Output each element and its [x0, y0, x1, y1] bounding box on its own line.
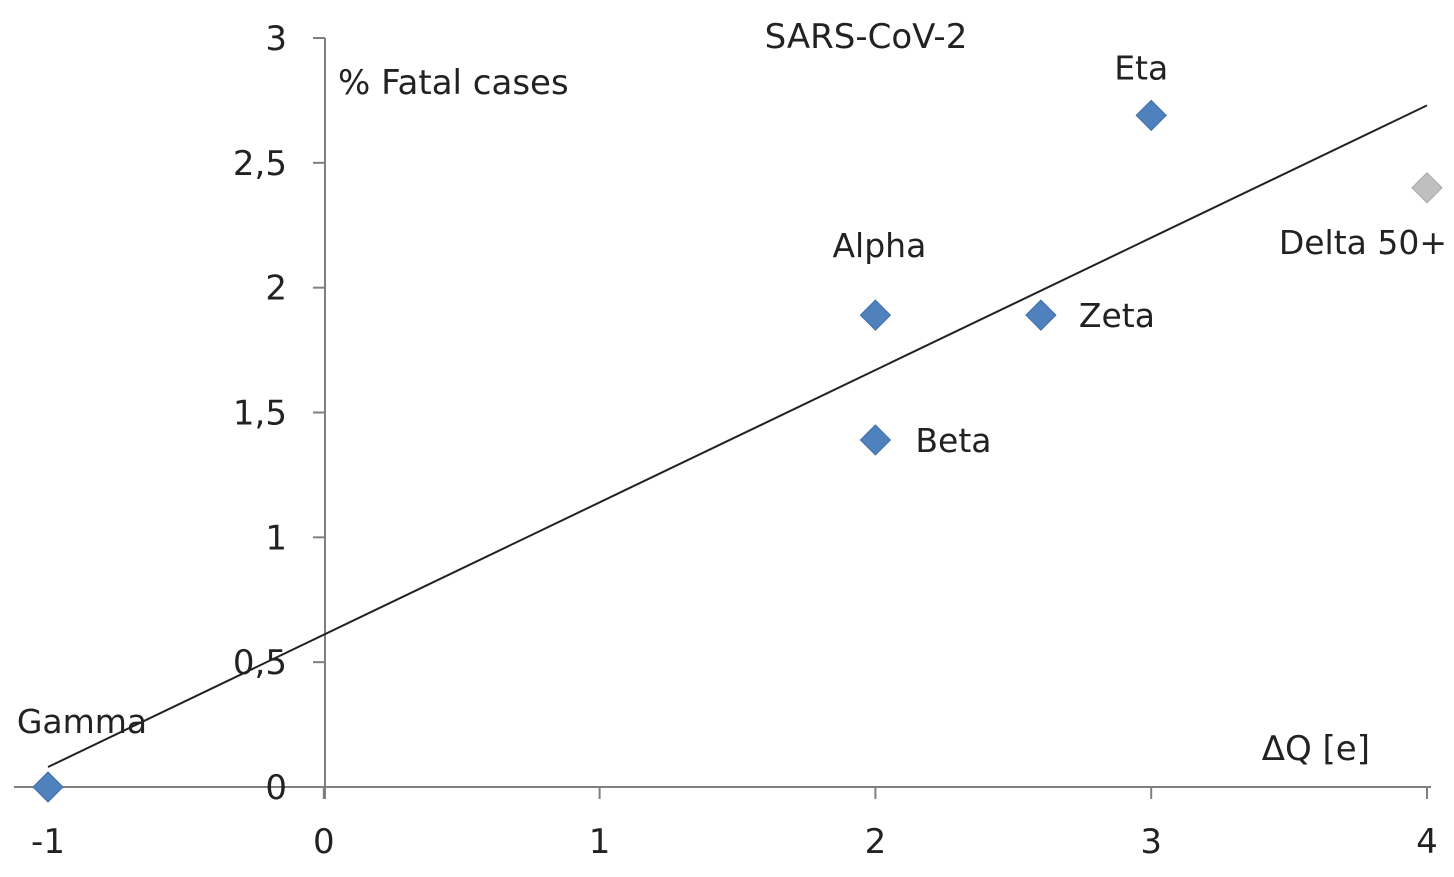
label-beta: Beta [915, 421, 991, 460]
point-beta [859, 424, 892, 456]
y-tick-label: 1 [265, 518, 287, 558]
trendline-group [47, 104, 1428, 768]
point-eta [1135, 99, 1167, 132]
trendline [47, 104, 1428, 768]
label-gamma: Gamma [17, 702, 147, 741]
chart-texts: SARS-CoV-2 % Fatal cases ΔQ [e] [338, 17, 1370, 769]
x-tick-label: 1 [589, 822, 611, 862]
chart-title: SARS-CoV-2 [765, 17, 968, 57]
y-tick-label: 0,5 [233, 643, 287, 683]
x-axis-label: ΔQ [e] [1262, 729, 1370, 769]
axes: -1 0 1 2 3 4 0 0,5 1 1,5 2 2,5 3 [14, 19, 1438, 862]
y-tick-label: 1,5 [233, 394, 287, 434]
x-tick-label: 4 [1416, 822, 1438, 862]
point-zeta [1025, 299, 1057, 331]
y-tick-label: 2 [265, 269, 287, 309]
y-axis-label: % Fatal cases [338, 63, 569, 103]
x-tick-label: 3 [1140, 822, 1162, 862]
data-points [32, 99, 1443, 803]
x-tick-label: 2 [865, 822, 887, 862]
label-eta: Eta [1114, 48, 1168, 87]
point-labels: Gamma Alpha Beta Zeta Eta Delta 50+ [17, 48, 1447, 741]
label-alpha: Alpha [832, 226, 926, 265]
x-tick-label: 0 [313, 822, 335, 862]
point-gamma [32, 771, 64, 803]
label-delta-50: Delta 50+ [1279, 223, 1447, 262]
x-tick-label: -1 [31, 822, 65, 862]
y-tick-label: 2,5 [233, 144, 287, 184]
label-zeta: Zeta [1079, 296, 1155, 335]
y-tick-label: 0 [265, 768, 287, 808]
point-alpha [859, 299, 892, 331]
point-delta-50 [1411, 172, 1443, 204]
y-tick-label: 3 [265, 19, 287, 59]
